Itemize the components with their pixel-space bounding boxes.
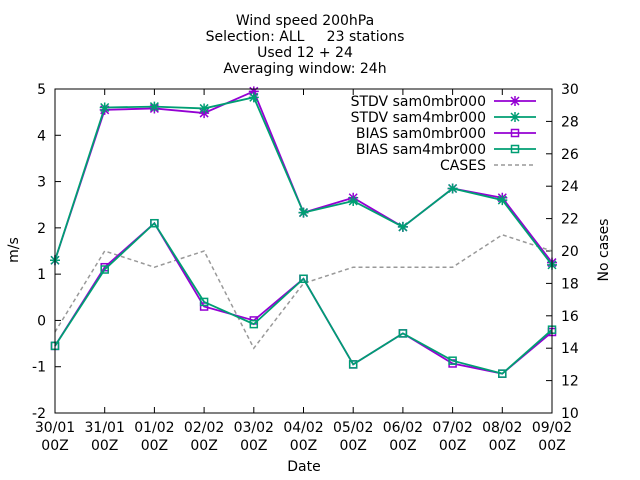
data-point xyxy=(100,265,109,274)
y-tick-label: 1 xyxy=(37,267,46,283)
legend-entry: BIAS sam4mbr000 xyxy=(356,142,536,158)
x-tick-label: 00Z xyxy=(439,438,466,454)
x-tick-label: 00Z xyxy=(141,438,168,454)
x-tick-label: 01/02 xyxy=(134,420,174,436)
legend-entry: BIAS sam0mbr000 xyxy=(356,126,536,142)
series-bias-sam4mbr000 xyxy=(50,218,557,378)
x-axis-label: Date xyxy=(287,459,320,475)
y-tick-label: -2 xyxy=(32,406,46,422)
y2-axis-label: No cases xyxy=(596,219,612,282)
y2-tick-label: 26 xyxy=(561,147,579,163)
data-point xyxy=(298,207,309,218)
legend-marker xyxy=(510,144,520,154)
data-point xyxy=(299,274,308,284)
data-point xyxy=(498,369,507,378)
data-point xyxy=(199,302,209,311)
x-tick-label: 31/01 xyxy=(85,420,125,436)
data-point xyxy=(248,86,259,97)
legend-entry: STDV sam4mbr000 xyxy=(351,110,536,126)
legend-label: BIAS sam4mbr000 xyxy=(356,142,486,158)
legend-label: CASES xyxy=(440,158,486,174)
series-cases xyxy=(54,233,553,350)
plot-area xyxy=(50,86,557,378)
legend-marker xyxy=(510,128,520,138)
x-tick-label: 08/02 xyxy=(482,420,522,436)
data-point xyxy=(497,195,508,206)
x-tick-label: 00Z xyxy=(489,438,516,454)
x-tick-label: 09/02 xyxy=(532,420,572,436)
x-tick-label: 00Z xyxy=(190,438,217,454)
data-point xyxy=(149,101,160,112)
x-tick-label: 04/02 xyxy=(283,420,323,436)
title-line: Used 12 + 24 xyxy=(257,45,353,61)
title-line: Wind speed 200hPa xyxy=(236,13,374,29)
axis-ticks: -2-1012345101214161820222426283030/0100Z… xyxy=(32,82,579,454)
x-tick-label: 05/02 xyxy=(333,420,373,436)
y2-tick-label: 24 xyxy=(561,179,579,195)
data-point xyxy=(199,297,209,307)
y-tick-label: -1 xyxy=(32,360,46,376)
series-stdv-sam4mbr000 xyxy=(50,92,557,270)
series-line xyxy=(54,221,553,375)
x-tick-label: 07/02 xyxy=(432,420,472,436)
data-point xyxy=(150,218,159,228)
x-tick-label: 30/01 xyxy=(35,420,75,436)
legend-marker xyxy=(510,112,520,122)
x-tick-label: 00Z xyxy=(41,438,68,454)
data-point xyxy=(448,356,457,365)
data-point xyxy=(99,102,110,113)
x-tick-label: 06/02 xyxy=(383,420,423,436)
y-tick-label: 4 xyxy=(37,128,46,144)
y2-tick-label: 20 xyxy=(561,244,579,260)
y2-tick-label: 16 xyxy=(561,309,579,325)
legend-marker xyxy=(510,96,520,106)
data-point xyxy=(397,221,408,232)
data-point xyxy=(447,183,458,194)
y-tick-label: 0 xyxy=(37,313,46,329)
y-tick-label: 5 xyxy=(37,82,46,98)
x-tick-label: 03/02 xyxy=(234,420,274,436)
data-point xyxy=(348,196,359,207)
y2-tick-label: 28 xyxy=(561,114,579,130)
x-tick-label: 00Z xyxy=(290,438,317,454)
data-point xyxy=(249,319,259,329)
chart-title: Wind speed 200hPa Selection: ALL 23 stat… xyxy=(206,13,405,77)
x-tick-label: 00Z xyxy=(91,438,118,454)
y2-tick-label: 30 xyxy=(561,82,579,98)
legend-label: STDV sam4mbr000 xyxy=(351,110,486,126)
x-tick-label: 00Z xyxy=(538,438,565,454)
title-line: Selection: ALL 23 stations xyxy=(206,29,405,45)
y-tick-label: 2 xyxy=(37,221,46,237)
legend-label: STDV sam0mbr000 xyxy=(351,94,486,110)
y2-tick-label: 14 xyxy=(561,341,579,357)
x-tick-label: 02/02 xyxy=(184,420,224,436)
series-bias-sam0mbr000 xyxy=(50,218,557,378)
data-point xyxy=(248,92,259,103)
x-tick-label: 00Z xyxy=(339,438,366,454)
y-tick-label: 3 xyxy=(37,175,46,191)
legend-entry: STDV sam0mbr000 xyxy=(351,94,536,110)
title-line: Averaging window: 24h xyxy=(223,61,386,77)
plot-frame xyxy=(54,88,553,414)
x-tick-label: 00Z xyxy=(389,438,416,454)
data-point xyxy=(199,103,210,114)
data-point xyxy=(348,360,358,369)
y2-tick-label: 12 xyxy=(561,374,579,390)
series-line xyxy=(54,233,553,350)
y-axis-label: m/s xyxy=(6,237,22,263)
data-point xyxy=(398,329,408,338)
x-tick-label: 00Z xyxy=(240,438,267,454)
legend-entry: CASES xyxy=(440,158,536,174)
legend-label: BIAS sam0mbr000 xyxy=(356,126,486,142)
y2-tick-label: 18 xyxy=(561,276,579,292)
y2-tick-label: 10 xyxy=(561,406,579,422)
y2-tick-label: 22 xyxy=(561,212,579,228)
